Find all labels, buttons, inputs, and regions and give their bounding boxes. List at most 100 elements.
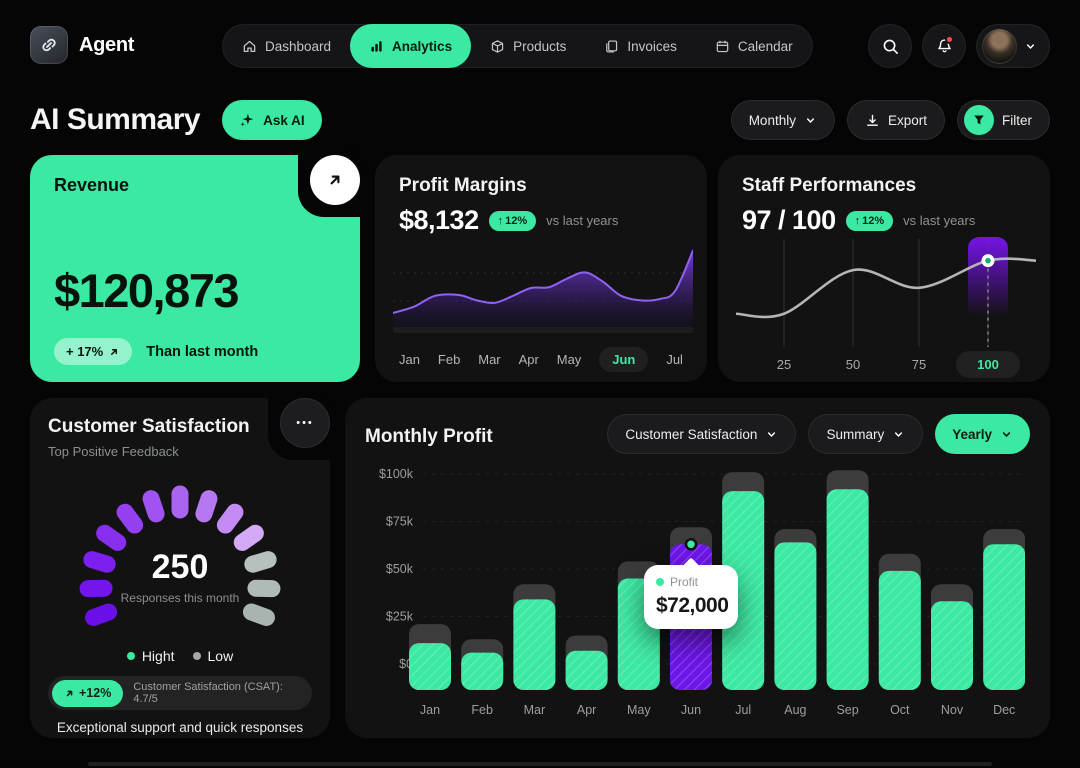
csat-title: Customer Satisfaction <box>48 416 250 437</box>
legend-item-low: Low <box>192 648 233 664</box>
nav-label: Analytics <box>392 38 453 54</box>
profit-margins-value: $8,132 <box>399 205 479 235</box>
page-title: AI Summary <box>30 103 201 136</box>
arrow-up-right-icon <box>66 690 73 696</box>
ask-ai-button[interactable]: Ask AI <box>222 100 322 140</box>
period-label: Monthly <box>748 112 796 128</box>
nav-item-dashboard[interactable]: Dashboard <box>223 24 350 68</box>
tooltip-value: $72,000 <box>656 594 729 618</box>
svg-text:Dec: Dec <box>993 703 1015 717</box>
month-label-jul: Jul <box>666 352 683 367</box>
home-icon <box>243 40 256 52</box>
svg-text:50: 50 <box>846 357 860 372</box>
svg-text:$25k: $25k <box>386 610 414 624</box>
download-icon <box>867 114 878 126</box>
tooltip-label: Profit <box>670 575 699 590</box>
svg-text:Feb: Feb <box>471 703 493 717</box>
profile-menu[interactable] <box>976 24 1050 68</box>
nav-label: Products <box>513 38 567 54</box>
yearly-dropdown[interactable]: Yearly <box>935 414 1030 454</box>
nav-label: Calendar <box>737 38 793 54</box>
revenue-open-button[interactable] <box>310 155 360 205</box>
header-actions <box>868 24 1050 68</box>
staff-line-chart: 25 50 75 100 <box>736 235 1036 381</box>
search-button[interactable] <box>868 24 912 68</box>
revenue-delta-note: Than last month <box>146 343 259 360</box>
svg-text:100: 100 <box>977 357 999 372</box>
csat-footer: Exceptional support and quick responses <box>56 720 304 735</box>
month-label-feb: Feb <box>437 352 461 367</box>
arrow-up-right-icon <box>330 175 340 185</box>
notification-badge <box>945 35 954 44</box>
ask-ai-label: Ask AI <box>263 112 305 128</box>
month-label-jan: Jan <box>399 352 420 367</box>
csat-filter-dropdown[interactable]: Customer Satisfaction <box>607 414 797 454</box>
revenue-card: Revenue $120,873 + 17% Than last month <box>30 149 366 382</box>
invoice-icon <box>606 39 618 53</box>
month-label-mar: Mar <box>478 352 501 367</box>
staff-value: 97 / 100 <box>742 205 836 235</box>
svg-text:25: 25 <box>777 357 791 372</box>
revenue-notch <box>298 149 366 217</box>
notifications-button[interactable] <box>922 24 966 68</box>
csat-legend: Hight Low <box>30 648 330 664</box>
svg-text:Mar: Mar <box>524 703 546 717</box>
profit-margins-title: Profit Margins <box>399 175 527 196</box>
brand-logo[interactable]: Agent <box>30 26 134 64</box>
profit-margins-delta-badge: ↑ 12% <box>488 210 537 231</box>
svg-text:Sep: Sep <box>836 703 858 717</box>
monthly-profit-bar-chart[interactable]: $0 $25k $50k $75k $100k Jan Feb Mar Apr May Jun Jul… <box>365 464 1025 726</box>
brand-name: Agent <box>79 33 135 56</box>
csat-subtitle: Top Positive Feedback <box>48 444 179 459</box>
svg-text:Nov: Nov <box>941 703 964 717</box>
summary-dropdown[interactable]: Summary <box>808 414 924 454</box>
svg-text:Oct: Oct <box>890 703 910 717</box>
box-icon <box>491 39 504 53</box>
more-options-button[interactable]: ••• <box>280 398 330 448</box>
profit-margins-note: vs last years <box>546 213 619 228</box>
profit-dot-icon <box>656 578 664 587</box>
svg-text:$50k: $50k <box>386 562 414 576</box>
monthly-profit-card: Monthly Profit Customer Satisfaction Sum… <box>345 398 1050 738</box>
legend-dot-icon <box>126 652 135 660</box>
csat-notch: ••• <box>268 392 336 460</box>
period-dropdown[interactable]: Monthly <box>730 100 835 140</box>
staff-title: Staff Performances <box>742 175 917 196</box>
svg-text:Aug: Aug <box>784 703 806 717</box>
profit-margins-month-axis: Jan Feb Mar Apr May Jun Jul <box>399 347 683 372</box>
svg-text:$100k: $100k <box>379 467 414 481</box>
svg-text:Jan: Jan <box>420 703 440 717</box>
nav-item-analytics[interactable]: Analytics <box>350 24 472 68</box>
monthly-profit-filters: Customer Satisfaction Summary Yearly <box>607 414 1030 454</box>
csat-caption: Customer Satisfaction (CSAT): 4.7/5 <box>133 681 283 705</box>
scroll-indicator[interactable] <box>88 762 992 766</box>
export-label: Export <box>887 112 927 128</box>
legend-item-hight: Hight <box>126 648 175 664</box>
revenue-delta-badge: + 17% <box>54 338 133 365</box>
month-label-jun[interactable]: Jun <box>599 347 649 372</box>
export-button[interactable]: Export <box>846 100 945 140</box>
link-icon <box>30 26 68 64</box>
sparkles-icon <box>240 113 254 127</box>
profit-margins-area-chart <box>393 239 693 335</box>
nav-item-calendar[interactable]: Calendar <box>696 24 812 68</box>
revenue-footer: + 17% Than last month <box>54 338 258 365</box>
nav-label: Dashboard <box>265 38 332 54</box>
staff-performances-card: Staff Performances 97 / 100 ↑ 12% vs last… <box>718 155 1050 382</box>
revenue-title: Revenue <box>54 175 130 195</box>
nav-item-products[interactable]: Products <box>471 24 585 68</box>
gauge-value: 250 <box>151 548 209 586</box>
chart-tooltip: Profit $72,000 <box>644 565 738 630</box>
nav-item-invoices[interactable]: Invoices <box>585 24 696 68</box>
svg-text:Jul: Jul <box>735 703 751 717</box>
filter-button[interactable]: Filter <box>957 100 1050 140</box>
main-nav: Dashboard Analytics Products Invoices Ca… <box>222 24 813 68</box>
calendar-icon <box>716 40 729 52</box>
svg-text:Jun: Jun <box>681 703 701 717</box>
csat-delta-badge: +12% <box>52 679 124 707</box>
chevron-down-icon <box>895 431 903 437</box>
ellipsis-icon: ••• <box>296 417 314 429</box>
chevron-down-icon <box>1026 43 1035 49</box>
svg-text:Apr: Apr <box>577 703 596 717</box>
chevron-down-icon <box>1002 431 1011 437</box>
